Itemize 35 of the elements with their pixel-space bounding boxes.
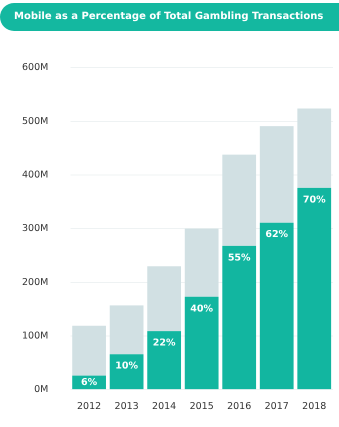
y-tick-label: 300M	[22, 223, 48, 234]
x-tick-label: 2018	[302, 400, 326, 412]
x-tick-label: 2017	[264, 400, 289, 412]
bar	[147, 331, 182, 390]
x-tick-label: 2016	[227, 400, 252, 412]
bar	[260, 222, 294, 390]
y-tick-label: 200M	[22, 276, 48, 288]
y-tick-label: 0M	[34, 384, 48, 396]
bar	[222, 246, 256, 390]
annotation: 6%	[81, 377, 98, 388]
bar	[297, 188, 332, 390]
bar	[184, 228, 219, 297]
x-tick-label: 2015	[190, 400, 214, 412]
bar	[110, 305, 144, 354]
y-tick-label: 400M	[22, 169, 48, 180]
annotation: 40%	[190, 303, 214, 314]
bar	[110, 354, 144, 390]
y-tick-label: 500M	[22, 116, 48, 127]
y-tick-label: 100M	[22, 330, 48, 342]
bar	[184, 296, 219, 390]
chart-title: Mobile as a Percentage of Total Gambling Transactions	[0, 3, 339, 31]
bar	[297, 108, 332, 188]
x-tick-label: 2013	[114, 400, 139, 412]
annotation: 55%	[228, 252, 252, 264]
x-tick-label: 2012	[77, 400, 102, 412]
bar	[260, 126, 294, 223]
annotation: 10%	[115, 360, 138, 372]
bar	[72, 326, 106, 376]
annotation: 22%	[152, 338, 176, 349]
x-tick-label: 2014	[152, 400, 176, 412]
bar	[222, 154, 256, 246]
annotation: 62%	[265, 229, 289, 240]
annotation: 70%	[302, 194, 326, 206]
y-tick-label: 600M	[22, 62, 48, 74]
bar	[147, 266, 182, 332]
